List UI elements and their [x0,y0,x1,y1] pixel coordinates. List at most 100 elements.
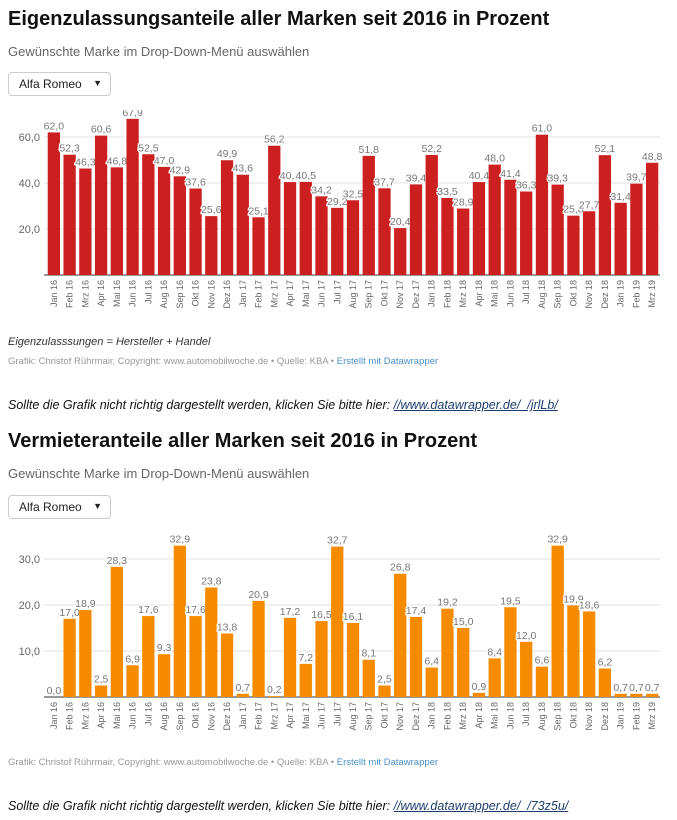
chart2-bar[interactable] [252,600,265,697]
chart2-bar[interactable] [551,545,564,697]
chart1-bar[interactable] [394,228,407,275]
chart1-bar[interactable] [110,167,123,275]
chart2-bar[interactable] [220,633,234,697]
chart2-bar[interactable] [283,617,297,697]
chart1-x-tick-label: Mai 18 [490,280,500,307]
chart1-bar[interactable] [535,134,549,275]
chart2-bar[interactable] [110,566,123,697]
chart2-x-tick-label: Jul 18 [521,702,531,726]
chart1-bar[interactable] [457,208,470,275]
chart1-bar[interactable] [252,217,265,275]
chart2-fallback-link[interactable]: //www.datawrapper.de/_/73z5u/ [393,799,569,813]
chart1-bar[interactable] [598,155,612,275]
chart2-bar[interactable] [268,696,281,697]
chart1-bar[interactable] [425,154,438,275]
chart1-bar[interactable] [331,207,344,275]
chart2-bar[interactable] [346,622,360,697]
chart2-bar[interactable] [630,693,643,697]
chart1-bar[interactable] [220,160,234,275]
chart2-bar[interactable] [504,607,517,697]
chart2-data-label: 9,3 [157,642,172,654]
chart2-dropdown-value: Alfa Romeo [19,500,82,514]
chart1-bar[interactable] [283,182,297,275]
chart1-bar[interactable] [299,181,312,275]
chart2-bar[interactable] [362,659,375,697]
chart2-bar[interactable] [425,667,438,697]
chart1-bar[interactable] [173,176,186,275]
chart1-bar[interactable] [520,191,533,275]
chart2-bar[interactable] [394,573,407,697]
chart1-bar[interactable] [189,188,202,275]
chart1-bar[interactable] [614,202,627,275]
chart1-data-label: 39,4 [406,172,427,184]
chart2-bar[interactable] [488,658,501,697]
chart2-bar[interactable] [79,610,92,697]
chart2-bar[interactable] [236,693,249,697]
chart2-bar[interactable] [645,693,659,697]
chart1-bar[interactable] [63,154,76,275]
chart2-bar[interactable] [63,618,76,697]
chart1-bar[interactable] [205,216,218,275]
chart2-data-label: 7,2 [298,652,313,664]
chart1-bar[interactable] [488,164,501,275]
chart2-bar[interactable] [205,587,218,697]
chart1-bar[interactable] [409,184,423,275]
chart1-fallback-link[interactable]: //www.datawrapper.de/_/jrlLb/ [393,398,558,412]
chart2-bar[interactable] [157,654,171,697]
chart1-title: Eigenzulassungsanteile aller Marken seit… [8,8,550,30]
chart1-bar[interactable] [362,155,375,275]
chart1-bar[interactable] [79,168,92,275]
chart1-datawrapper-link[interactable]: Erstellt mit Datawrapper [336,356,439,367]
chart1-data-label: 67,9 [122,110,143,119]
chart1-bar[interactable] [346,200,360,275]
chart1-data-label: 52,1 [595,143,616,155]
chart2-bar[interactable] [614,693,627,697]
chart2-bar[interactable] [315,621,328,697]
chart2-bar[interactable] [299,663,312,697]
chart2-bar[interactable] [567,605,580,697]
chart2-y-tick-label: 30,0 [19,554,40,566]
chart2-brand-dropdown[interactable]: Alfa Romeo ▼ [8,495,111,519]
chart1-bar[interactable] [472,182,486,275]
chart1-bar[interactable] [630,183,643,275]
chart1-brand-dropdown[interactable]: Alfa Romeo ▼ [8,72,111,96]
chart2-bar[interactable] [598,668,612,697]
chart2-bar[interactable] [189,616,202,697]
chart1-bar[interactable] [268,145,281,275]
chart2-bar[interactable] [457,628,470,697]
chart2-bar[interactable] [535,666,549,697]
chart1-bar[interactable] [583,211,596,275]
chart2-bar[interactable] [331,546,344,697]
chart2-bar[interactable] [378,685,391,698]
chart1-bar[interactable] [47,132,61,275]
chart1-bar[interactable] [315,196,328,275]
chart1-bar[interactable] [567,215,580,275]
chart2-datawrapper-link[interactable]: Erstellt mit Datawrapper [336,757,439,768]
chart1-bar[interactable] [504,179,517,275]
chart1-bar[interactable] [126,118,139,275]
chart2-bar[interactable] [94,685,108,698]
chart2-bar[interactable] [126,665,139,697]
chart1-bar[interactable] [94,135,108,275]
chart2-x-tick-label: Feb 16 [65,702,75,730]
chart2-bar[interactable] [142,616,155,697]
chart1-bar[interactable] [551,184,564,275]
chart1-bar[interactable] [236,174,249,275]
chart1-note: Eigenzulasssungen = Hersteller + Handel [8,336,211,348]
chart1-bar[interactable] [142,154,155,275]
chart1-bar[interactable] [378,188,391,275]
chart1-bar[interactable] [157,166,171,275]
chart2-x-tick-label: Mai 18 [490,702,500,729]
chart2-x-tick-label: Jan 17 [238,702,248,729]
chart1-svg: 20,0 40,0 60,0 62,0 Jan 16 52,3 Feb 16 46,3 Mrz … [19,110,664,309]
chart1-bar[interactable] [645,162,659,275]
chart2-bar[interactable] [441,608,454,697]
chart1-data-label: 51,8 [359,144,380,156]
chart1-x-tick-label: Apr 17 [285,280,295,307]
chart2-bar[interactable] [520,641,533,697]
chart1-bar[interactable] [441,197,454,275]
chart2-bar[interactable] [173,545,186,697]
chart2-bar[interactable] [583,611,596,697]
chart2-bar[interactable] [409,616,423,697]
chart2-bar[interactable] [472,692,486,697]
